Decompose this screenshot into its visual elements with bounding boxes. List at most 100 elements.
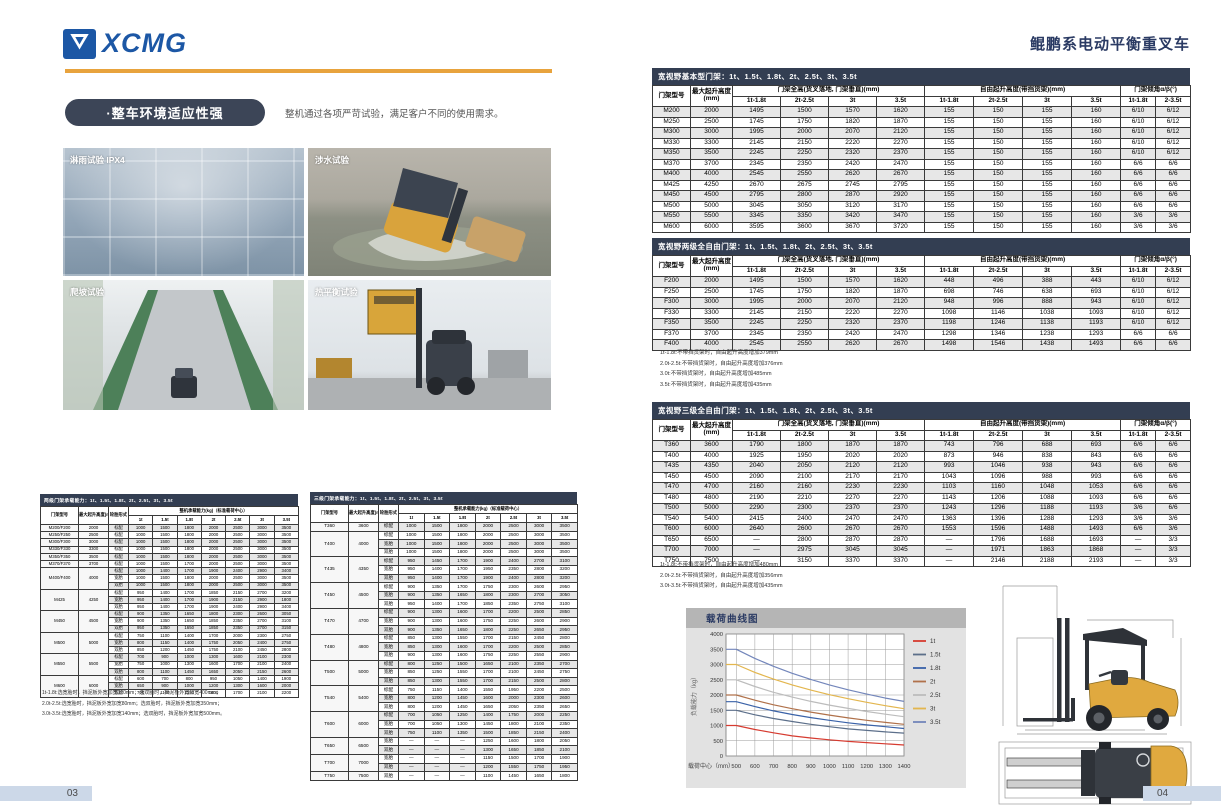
col-header: 1t-1.8t: [1120, 265, 1157, 277]
table-row: 双胎 800 1200 1450 1650 2050 2350 2650: [311, 702, 578, 713]
tire-type-cell: 标配: [108, 567, 129, 576]
tire-option-notes: 1t-1.8t:选宽胎时，挡泥板外宽加宽120mm；选双胎时，挡泥板外宽加宽40…: [42, 688, 225, 720]
table-cell: 160: [1071, 221, 1122, 233]
capacity-cell: 2500: [225, 552, 251, 561]
col-header: 1t-1.8t: [732, 265, 781, 277]
height-cell: 4700: [348, 607, 379, 635]
capacity-cell: —: [449, 754, 476, 764]
capacity-cell: —: [398, 736, 425, 747]
table-cell: 2150: [780, 137, 829, 149]
capacity-cell: 1400: [249, 674, 275, 684]
table-row: T650 6500 宽胎 — — —1250 1600 1800 2050: [310, 736, 578, 756]
table-row: T360 3600 1790 1800 1870 1870 743 796 688 693 6/6 6…: [652, 440, 1192, 452]
table-cell: 6/6: [1155, 339, 1192, 351]
table-cell: 888: [1022, 297, 1073, 309]
table-cell: 2210: [780, 492, 829, 504]
table-row: 宽胎 950 1400 1700 1900 2150 2900 1800: [41, 595, 299, 605]
table-cell: 5500: [690, 211, 733, 223]
table-cell: 2370: [875, 503, 926, 515]
capacity-cell: —: [398, 762, 425, 773]
table-cell: 2220: [828, 307, 877, 319]
table-cell: 2640: [732, 524, 781, 536]
capacity-table: 门架型号最大起升高度(mm)轮胎形式整机承载能力(kg)（标准载荷中心）1t1.…: [310, 504, 578, 781]
table-cell: 1498: [924, 339, 975, 351]
page-number: 04: [1157, 788, 1169, 799]
col-header: 最大起升高度(mm): [690, 255, 733, 277]
capacity-cell: 2600: [525, 582, 553, 592]
table-cell: 2550: [780, 339, 829, 351]
table-cell: 155: [924, 148, 975, 160]
capacity-cell: 1500: [152, 523, 178, 533]
capacity-cell: 3500: [273, 581, 299, 590]
col-header: 最大起升高度(mm): [690, 419, 733, 441]
table-cell: 2870: [875, 534, 926, 546]
table-cell: 2670: [875, 524, 926, 536]
table-row: 双胎 — — —1300 1650 1850 2100: [311, 745, 578, 756]
table-row: 双胎 700 1100 1350 1600 1700 2100 2200: [41, 689, 299, 698]
table-cell: 2550: [780, 169, 829, 181]
table-cell: 160: [1071, 106, 1122, 118]
table-cell: 150: [973, 158, 1024, 170]
svg-text:900: 900: [806, 764, 816, 770]
table-cell: 496: [973, 276, 1024, 288]
table-cell: 443: [1071, 276, 1122, 288]
table-cell: 1038: [1022, 307, 1073, 319]
table-cell: 3/3: [1155, 555, 1192, 567]
table-cell: 3150: [780, 555, 829, 567]
table-row: 宽胎 750 1000 1300 1600 1700 2100 2400: [41, 660, 299, 669]
model-cell: T470: [310, 607, 349, 635]
table-cell: 2470: [828, 513, 877, 525]
table-cell: 3470: [875, 211, 926, 223]
table-cell: 2145: [732, 307, 781, 319]
capacity-cell: 2500: [225, 559, 251, 569]
model-cell: T435: [310, 556, 349, 584]
capacity-cell: 1600: [449, 616, 476, 627]
table-cell: 6/12: [1155, 106, 1192, 118]
table-row: T450 4500 2090 2100 2170 2170 1043 1096 988 993 6/…: [652, 471, 1192, 483]
table-cell: M300: [652, 127, 691, 139]
col-header: 门架型号: [40, 506, 79, 525]
table-cell: 155: [1022, 106, 1073, 118]
table-cell: 155: [1022, 211, 1073, 223]
table-cell: —: [924, 555, 975, 567]
col-header: 2t-2.5t: [780, 429, 829, 441]
table-cell: 3370: [875, 555, 926, 567]
tire-type-cell: 双胎: [378, 728, 399, 738]
section-description: 整机通过各项严苛试验，满足客户不同的使用需求。: [285, 109, 504, 120]
table-cell: 2870: [828, 534, 877, 546]
capacity-cell: 1700: [225, 689, 251, 698]
table-cell: 1820: [828, 286, 877, 298]
table-cell: 3420: [828, 211, 877, 223]
model-cell: M250/F250: [40, 531, 79, 540]
tire-type-cell: 宽胎: [108, 660, 129, 669]
capacity-cell: 1900: [273, 674, 299, 684]
table-cell: 948: [924, 297, 975, 309]
table-cell: 1750: [780, 286, 829, 298]
capacity-cell: 1400: [474, 711, 502, 721]
svg-text:3t: 3t: [930, 706, 935, 713]
col-header: 3t: [525, 513, 553, 523]
col-header: 1.8t: [176, 515, 202, 525]
capacity-cell: —: [449, 745, 476, 756]
capacity-cell: 1300: [423, 642, 451, 652]
model-cell: M500: [40, 631, 79, 655]
capacity-cell: 900: [398, 607, 425, 618]
height-cell: 2500: [78, 531, 109, 540]
capacity-cell: 1500: [152, 574, 178, 583]
table-cell: 6/10: [1120, 148, 1157, 160]
table-row: M350/F350 3500 标配 1000 1500 1800 2000 2500 3000 3…: [40, 552, 299, 561]
capacity-cell: 1650: [176, 617, 202, 626]
capacity-cell: 2100: [249, 653, 275, 662]
table-row: T700 7000—2975 3045 3045—1971 1863 1868—3/3: [652, 545, 1192, 557]
col-header: 自由起升高度(带挡货架)(mm): [924, 85, 1122, 97]
capacity-cell: 2500: [225, 545, 251, 554]
svg-text:3500: 3500: [710, 647, 723, 653]
height-cell: 2000: [78, 523, 109, 533]
table-cell: 1493: [1071, 524, 1122, 536]
table-cell: 6/10: [1120, 106, 1157, 118]
table-cell: 448: [924, 276, 975, 288]
capacity-cell: 1800: [449, 539, 476, 549]
capacity-cell: 2850: [551, 607, 578, 618]
capacity-cell: 1000: [127, 559, 154, 569]
capacity-cell: 1900: [200, 595, 227, 605]
